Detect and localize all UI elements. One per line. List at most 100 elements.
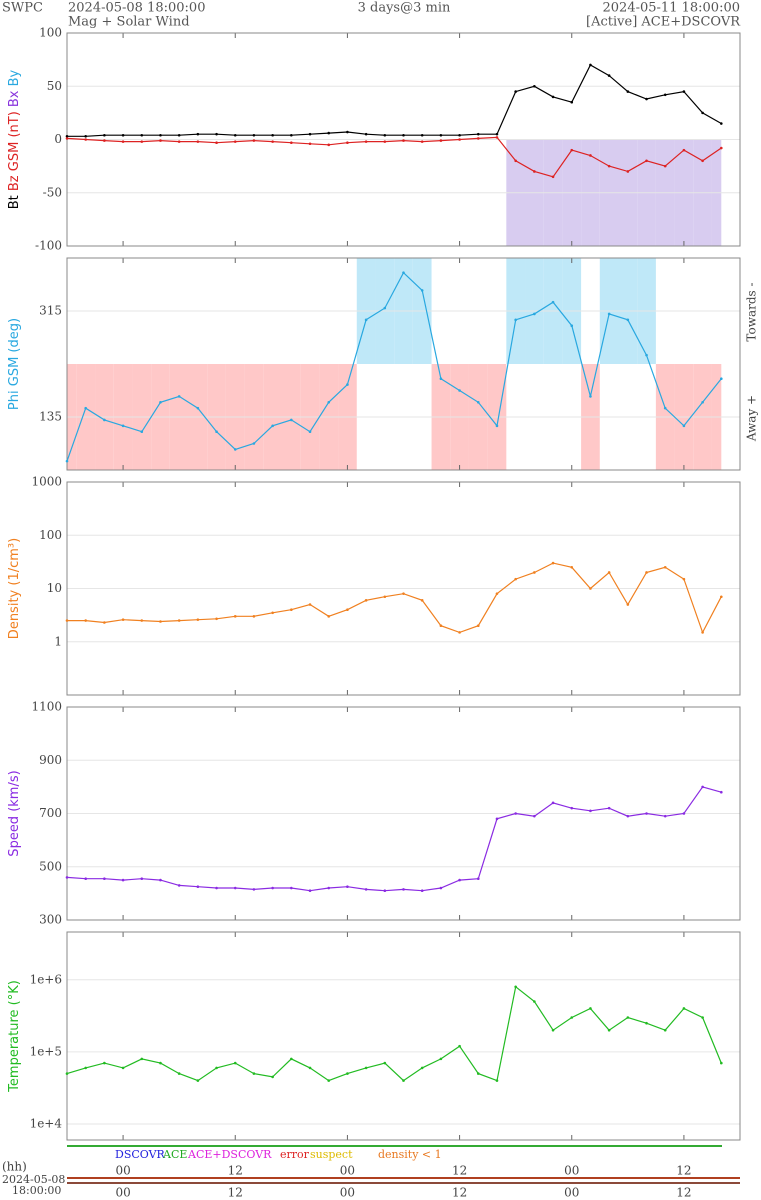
data-point — [607, 312, 611, 316]
data-point — [533, 1000, 536, 1003]
y-tick-label: 100 — [39, 528, 62, 542]
data-point — [420, 140, 424, 143]
data-point — [177, 1072, 181, 1075]
y-tick-label: 100 — [39, 26, 62, 40]
data-point — [533, 170, 536, 173]
data-point — [720, 122, 723, 125]
data-point — [364, 888, 368, 891]
data-point — [159, 400, 162, 404]
data-point — [420, 289, 424, 292]
series-line — [66, 985, 722, 1082]
data-point — [252, 133, 256, 137]
data-point — [570, 100, 574, 104]
data-point — [551, 801, 555, 805]
data-point — [327, 615, 331, 618]
legend-entry: DSCOVR — [115, 1148, 166, 1161]
y-axis-label-part: By — [7, 69, 22, 86]
data-point — [533, 571, 536, 574]
data-point — [607, 571, 611, 574]
data-point — [626, 1016, 630, 1019]
data-point — [308, 430, 312, 434]
data-point — [682, 90, 686, 93]
data-point — [140, 133, 144, 137]
data-point — [439, 133, 443, 137]
data-point — [458, 631, 461, 634]
data-point — [65, 619, 69, 622]
data-point — [514, 577, 517, 581]
data-point — [140, 430, 144, 434]
bottom-time: 18:00:00 — [12, 1184, 61, 1197]
data-point — [159, 133, 162, 137]
y-axis-label-part: Bz GSM (nT) — [7, 107, 22, 191]
y-axis-label-part: Speed (km/s) — [7, 770, 22, 856]
data-point — [626, 170, 630, 173]
x-tick-label: 12 — [676, 1164, 691, 1178]
data-point — [645, 353, 648, 357]
data-point — [439, 139, 443, 142]
panel-frame — [66, 706, 741, 921]
data-point — [476, 624, 480, 628]
data-point — [308, 132, 312, 136]
data-point — [121, 1066, 125, 1070]
data-point — [383, 595, 387, 599]
data-point — [233, 140, 237, 143]
data-point — [701, 631, 704, 634]
data-point — [140, 140, 144, 143]
series-line — [67, 562, 722, 634]
y-tick-label: 700 — [39, 806, 62, 820]
x-tick-label: 12 — [676, 1186, 691, 1200]
panel-frame — [66, 257, 741, 471]
data-point — [682, 424, 686, 428]
data-point — [271, 424, 274, 428]
y-axis-label: Bt Bz GSM (nT) Bx By — [7, 69, 22, 209]
y-tick-label: 50 — [47, 79, 62, 93]
data-point — [383, 889, 387, 893]
data-point — [458, 133, 461, 137]
data-point — [290, 141, 293, 144]
data-point — [607, 1028, 611, 1032]
data-point — [140, 877, 144, 881]
data-point — [607, 74, 611, 77]
data-point — [439, 886, 443, 890]
data-point — [290, 1057, 293, 1061]
data-point — [103, 139, 106, 142]
y-axis-label: Density (1/cm³) — [7, 538, 22, 639]
y-tick-label: 1100 — [31, 700, 62, 714]
data-point — [383, 306, 387, 310]
data-point — [645, 1021, 648, 1025]
data-point — [570, 1016, 574, 1019]
data-point — [420, 599, 424, 602]
data-point — [645, 97, 648, 101]
y-tick-label: 315 — [39, 304, 62, 318]
data-point — [290, 608, 293, 611]
x-tick-label: 12 — [452, 1186, 467, 1200]
data-point — [177, 884, 181, 887]
data-point — [645, 159, 648, 163]
data-point — [551, 95, 555, 99]
data-point — [84, 135, 87, 138]
data-point — [233, 615, 237, 618]
data-point — [701, 400, 704, 404]
data-point — [140, 619, 144, 622]
data-point — [720, 377, 723, 381]
data-point — [327, 131, 331, 135]
data-point — [402, 592, 405, 595]
data-point — [663, 406, 667, 410]
data-point — [439, 1057, 443, 1061]
data-point — [121, 140, 125, 143]
data-point — [589, 587, 592, 590]
data-point — [215, 617, 218, 621]
data-point — [65, 137, 69, 140]
data-point — [626, 318, 630, 322]
data-point — [65, 135, 69, 138]
data-point — [103, 621, 106, 624]
y-tick-label: 1e+4 — [30, 1117, 63, 1131]
data-point — [570, 324, 574, 328]
away-label: Away + — [745, 395, 759, 442]
y-tick-label: -50 — [43, 185, 62, 199]
data-point — [159, 878, 162, 882]
data-point — [84, 138, 87, 141]
data-point — [364, 132, 368, 136]
data-point — [663, 164, 667, 168]
data-point — [589, 809, 592, 813]
